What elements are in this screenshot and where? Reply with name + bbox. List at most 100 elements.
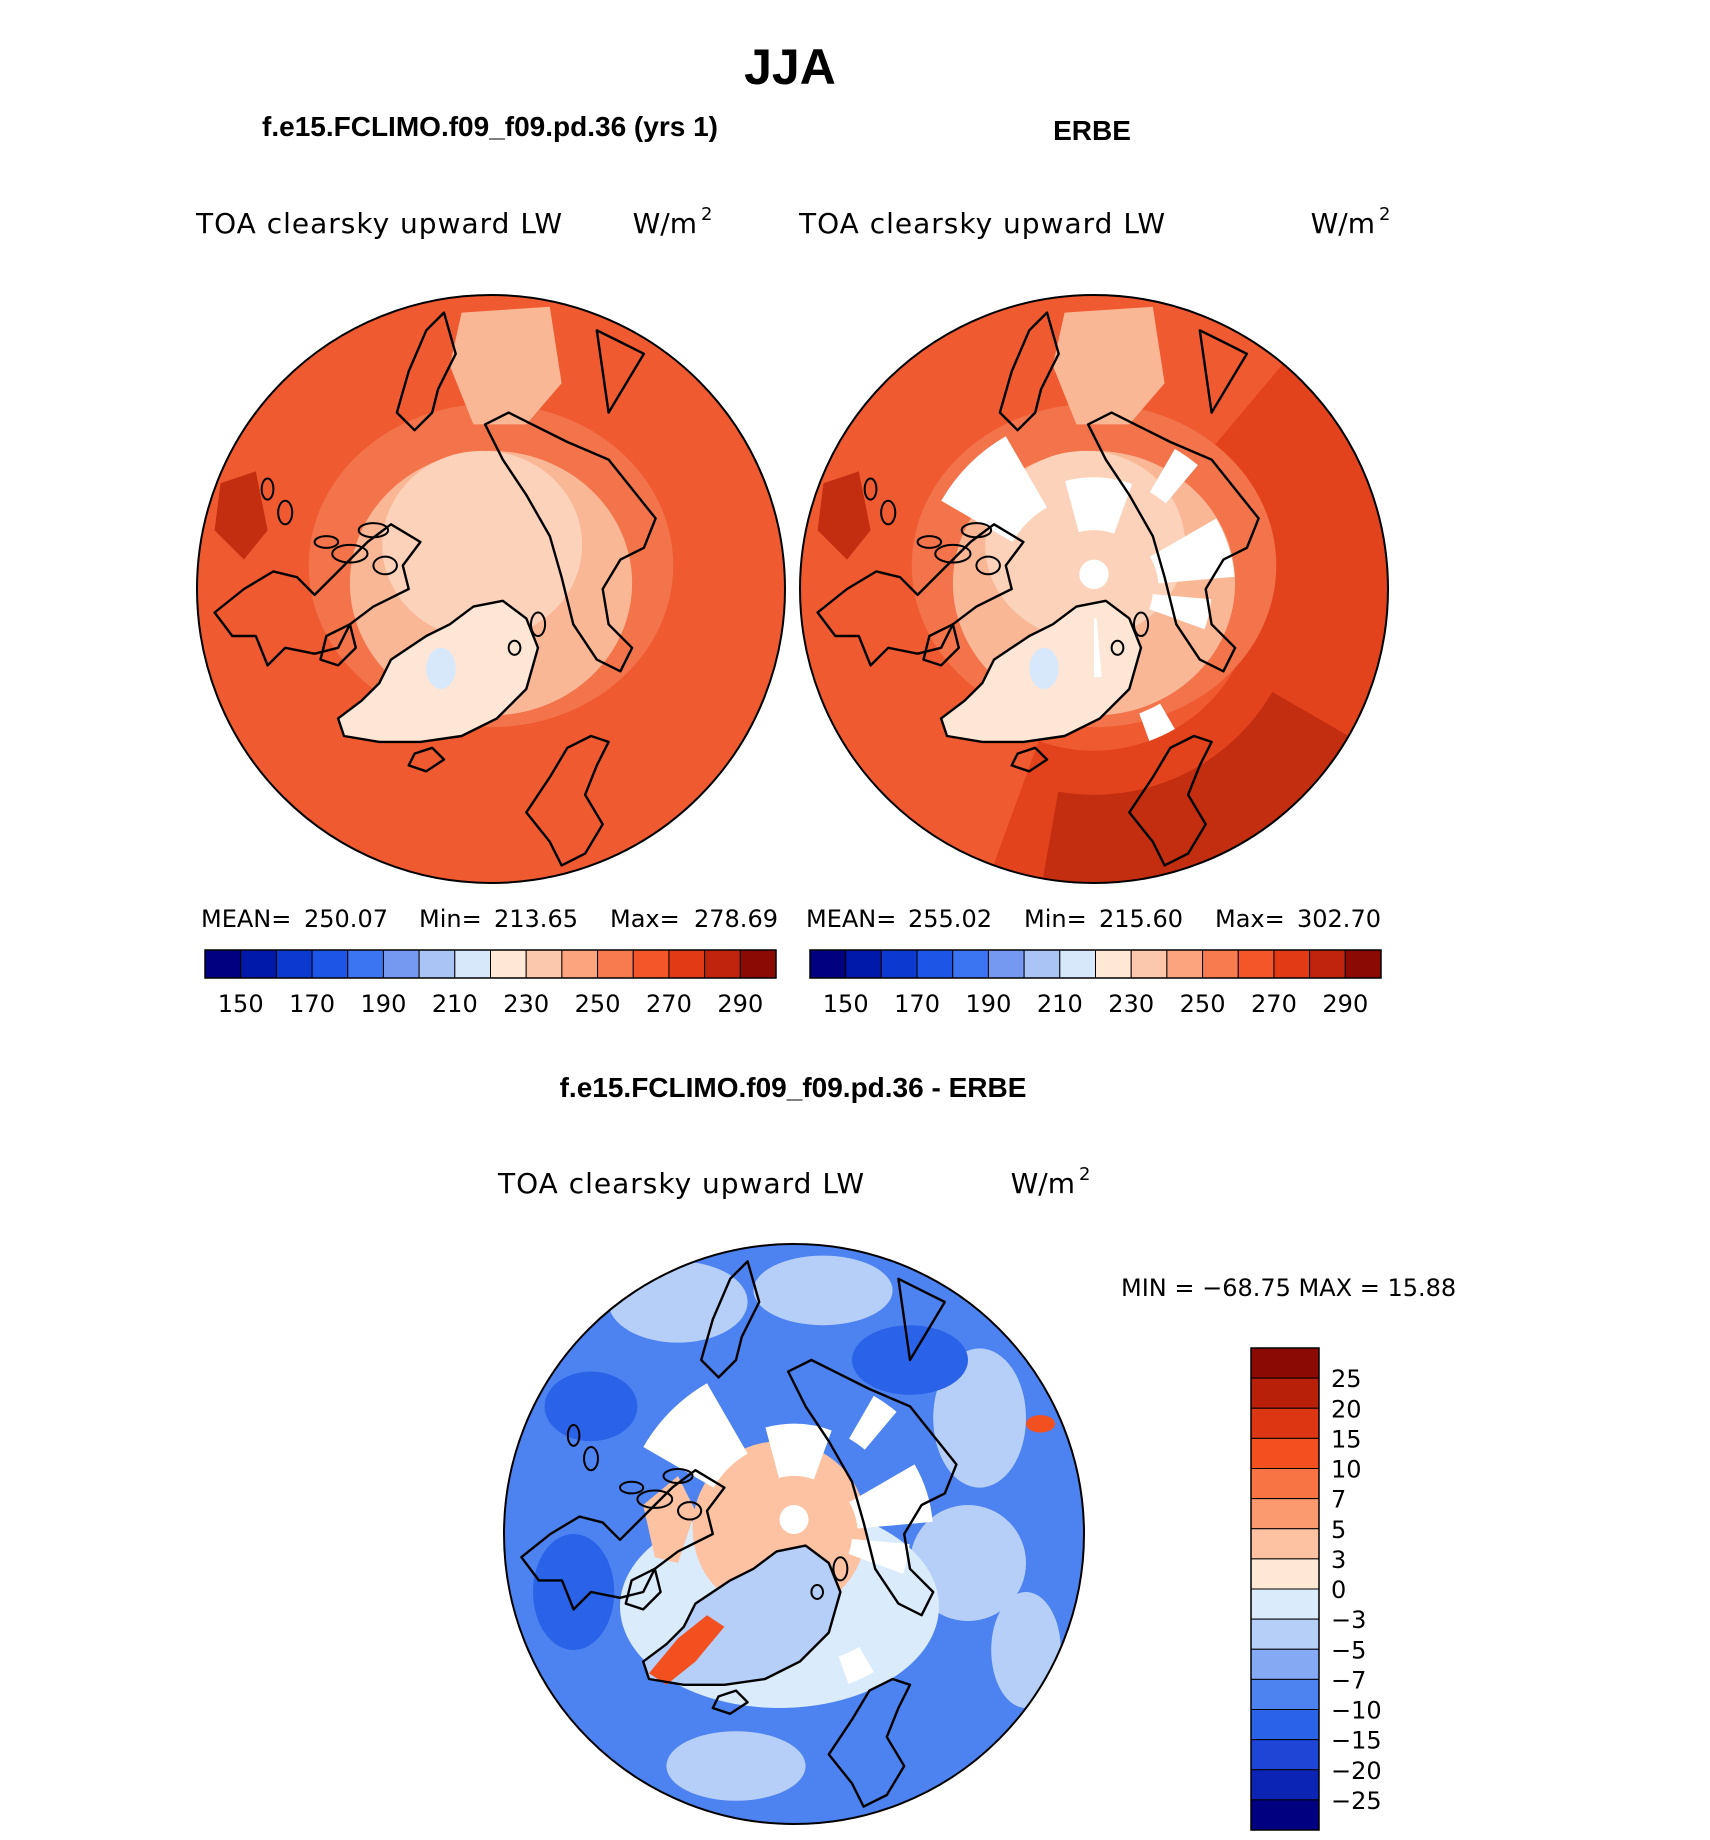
left-mean-value: 250.07 [304,905,388,933]
field-warm-band [390,363,785,883]
left-units-superscript: 2 [701,204,712,225]
island-coastline [934,543,972,564]
island-coastline [372,555,398,576]
right-units-superscript: 2 [1379,204,1390,225]
colorbar-tick-label: −5 [1331,1636,1366,1664]
coastline-iceland [1010,746,1049,773]
field-blob [533,1534,615,1650]
colorbar-swatch [1344,949,1382,979]
colorbar-swatch [880,949,918,979]
colorbar-swatch [1250,1739,1320,1771]
field-positive-archipelago [643,1476,696,1563]
colorbar-swatch [704,949,741,979]
colorbar-swatch [1250,1648,1320,1680]
colorbar-frame [809,949,1382,979]
map-border [503,1243,1085,1825]
island-coastline [975,555,1001,576]
right-mean-value: 255.02 [908,905,992,933]
main-title: JJA [744,39,836,95]
diff-units-label: W/m [1011,1167,1075,1200]
colorbar-swatch [1250,1709,1320,1741]
coastline-scandinavia [827,1677,912,1808]
island-coastline [880,499,897,526]
left-units-label: W/m [633,207,697,240]
colorbar-tick-label: 170 [894,990,940,1018]
field-hot-patch [214,471,268,560]
left-mean-label: MEAN= [201,905,291,933]
left-panel-title: f.e15.FCLIMO.f09_f09.pd.36 (yrs 1) [262,111,718,142]
colorbar-frame [204,949,777,979]
field-positive-strong [649,1615,725,1685]
colorbar-swatch [1250,1377,1320,1409]
colorbar-swatch [952,949,989,979]
colorbar-swatch [845,949,882,979]
colorbar-tick-label: 10 [1331,1456,1362,1484]
colorbar-swatch [525,949,563,979]
colorbar-swatch [1250,1618,1320,1650]
difference-title: f.e15.FCLIMO.f09_f09.pd.36 - ERBE [560,1072,1027,1103]
colorbar-tick-label: 270 [1251,990,1297,1018]
colorbar-swatch [739,949,777,979]
right-panel-title: ERBE [1053,115,1131,146]
coastline-canada [213,523,422,667]
colorbar-swatch [1273,949,1311,979]
island-coastline [1110,639,1125,656]
island-coastline [810,1584,825,1600]
missing-data-pole [1079,559,1109,589]
island-coastline [313,535,340,549]
colorbar-tick-label: −10 [1331,1697,1382,1725]
colorbar-swatch [561,949,599,979]
coastline-canada [520,1468,726,1611]
island-coastline [583,1446,599,1472]
coastline-greenland [336,599,540,744]
colorbar-tick-label: 250 [575,990,621,1018]
missing-data-wedge [765,1423,832,1480]
coastline-iceland [711,1689,749,1716]
island-coastline [960,522,993,539]
missing-data-wedge [848,1539,910,1574]
missing-data-wedge [1149,448,1198,504]
colorbar-tick-label: 150 [218,990,264,1018]
island-coastline [331,543,369,564]
right-min-label: Min= [1024,905,1087,933]
colorbar-swatch [1250,1437,1320,1469]
right-min-value: 215.60 [1099,905,1183,933]
island-coastline [357,522,390,539]
diff-units-superscript: 2 [1079,1164,1090,1185]
right-units-label: W/m [1311,207,1375,240]
colorbar-tick-label: 3 [1331,1546,1346,1574]
left-colorbar: 150 170 190 210 230 250 270 290 [204,949,777,1018]
colorbar-tick-label: −15 [1331,1727,1382,1755]
field-blob [910,1505,1026,1621]
colorbar-swatch [668,949,706,979]
diff-minmax-label: MIN = −68.75 MAX = 15.88 [1121,1274,1456,1302]
coastline-scandinavia [1128,734,1213,867]
colorbar-swatch [1250,1347,1320,1379]
colorbar-tick-label: 15 [1331,1425,1362,1453]
colorbar-tick-label: 210 [432,990,478,1018]
colorbar-swatch [311,949,349,979]
colorbar-tick-label: 230 [1108,990,1154,1018]
coastline-alaska [700,1260,761,1379]
colorbar-swatch [597,949,634,979]
left-max-value: 278.69 [694,905,778,933]
island-coastline [507,639,522,656]
coastline-kamchatka [1198,329,1249,414]
missing-data-wedge [838,1647,874,1684]
coastline-iceland [407,746,446,773]
island-coastline [863,477,878,501]
colorbar-swatch [1202,949,1239,979]
island-coastline [260,477,275,501]
right-max-label: Max= [1215,905,1285,933]
colorbar-swatch [240,949,277,979]
missing-data-wedge [941,436,1047,542]
colorbar-swatch [1250,1799,1320,1831]
colorbar-tick-label: −3 [1331,1606,1366,1634]
colorbar-swatch [454,949,491,979]
colorbar-swatch [1059,949,1096,979]
colorbar-tick-label: −25 [1331,1787,1382,1815]
coastline-siberia [483,411,657,673]
left-max-label: Max= [610,905,680,933]
